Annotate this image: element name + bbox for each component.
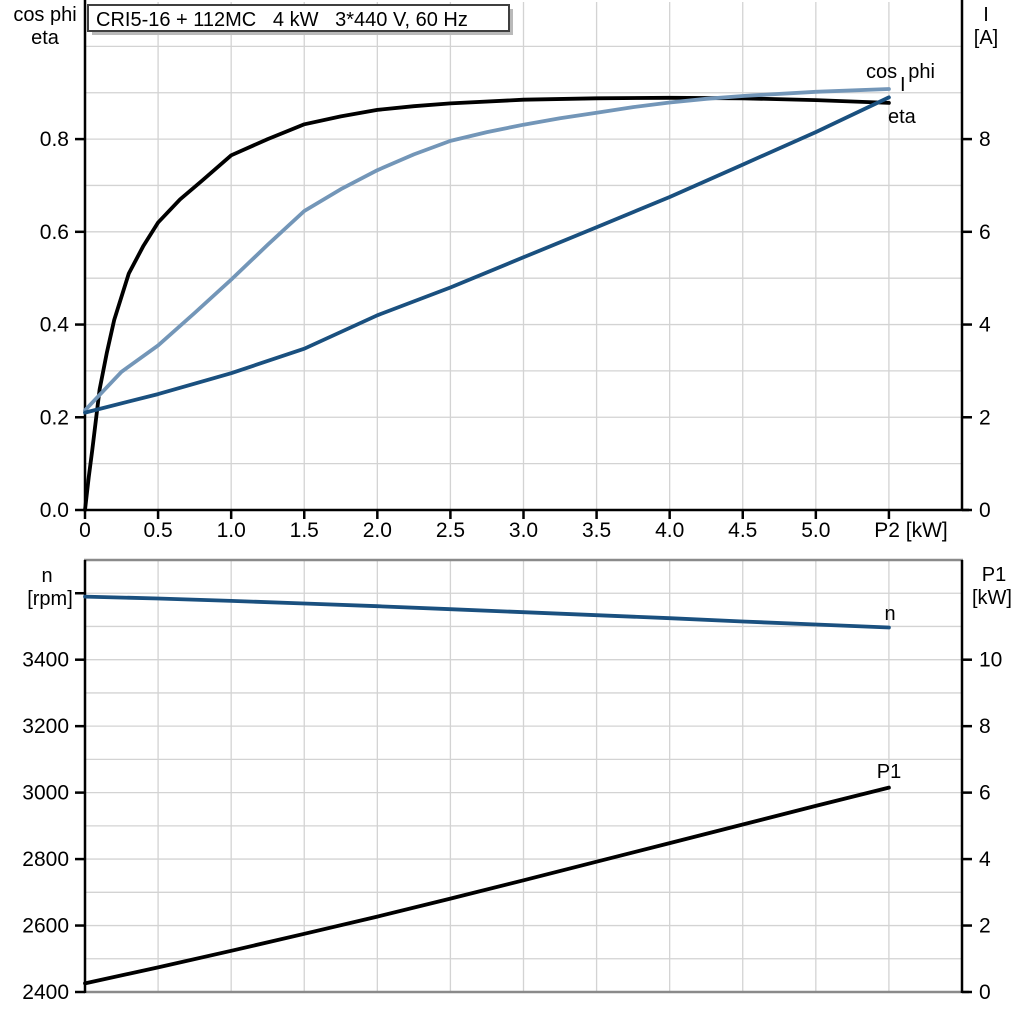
top-right-axis-label-line2: [A]: [974, 27, 998, 49]
left-tick-label: 3400: [22, 649, 69, 672]
right-tick-label: 4: [979, 848, 991, 871]
top-axes: [75, 0, 972, 519]
curve-I: [83, 95, 891, 415]
right-tick-label: 10: [979, 649, 1002, 672]
right-tick-label: 6: [979, 782, 991, 805]
right-tick-label: 2: [979, 915, 991, 938]
right-tick-label: 2: [979, 406, 991, 429]
chart-title: CRI5-16 + 112MC 4 kW 3*440 V, 60 Hz: [96, 9, 468, 31]
x-axis-title: P2 [kW]: [874, 519, 948, 542]
left-tick-label: 0.6: [40, 221, 69, 244]
top-left-axis-label-line2: eta: [31, 27, 60, 49]
left-tick-label: 0.0: [40, 499, 69, 522]
curve-eta: [83, 95, 891, 512]
right-tick-label: 8: [979, 128, 991, 151]
curve-label-I: I: [900, 74, 906, 96]
left-tick-label: 3000: [22, 782, 69, 805]
left-tick-label: 2600: [22, 915, 69, 938]
top-gridlines: [85, 2, 962, 510]
title-box-frame: [87, 4, 510, 32]
x-tick-label: 5.0: [801, 519, 830, 542]
x-tick-label: 4.5: [728, 519, 757, 542]
bottom-axes: [75, 558, 972, 994]
bottom-gridlines: [85, 560, 962, 992]
right-tick-label: 0: [979, 499, 991, 522]
x-tick-label: 1.5: [290, 519, 319, 542]
x-tick-label: 3.0: [509, 519, 538, 542]
left-tick-label: 2800: [22, 848, 69, 871]
curve-label-n: n: [884, 603, 895, 625]
bottom-left-axis-label-line1: n: [41, 565, 52, 587]
x-tick-label: 0: [79, 519, 91, 542]
left-tick-label: 2400: [22, 981, 69, 1004]
left-tick-label: 0.8: [40, 128, 69, 151]
right-tick-label: 0: [979, 981, 991, 1004]
right-tick-label: 8: [979, 715, 991, 738]
x-tick-label: 4.0: [655, 519, 684, 542]
left-tick-label: 3200: [22, 715, 69, 738]
bottom-curves: P1 n: [83, 594, 901, 986]
bottom-right-axis-label-line1: P1: [982, 564, 1006, 586]
curve-label-cos phi: cos phi: [866, 61, 935, 83]
x-tick-label: 1.0: [217, 519, 246, 542]
x-tick-label: 3.5: [582, 519, 611, 542]
curve-label-eta: eta: [888, 106, 917, 128]
top-left-axis-label-line1: cos phi: [13, 4, 76, 26]
x-tick-label: 0.5: [143, 519, 172, 542]
curve-label-P1: P1: [877, 761, 901, 783]
left-tick-label: 0.4: [40, 314, 70, 337]
curve-P1: [83, 785, 891, 986]
top-right-axis-label-line1: I: [983, 4, 989, 26]
bottom-left-axis-label-line2: [rpm]: [27, 588, 73, 610]
bottom-chart: P1 n 2400 2600 2800 3000 3200 3400 0 2 4 6 8 10 n [r…: [22, 558, 1012, 1004]
curve-n: [83, 594, 891, 630]
right-tick-label: 6: [979, 221, 991, 244]
curve-cos phi: [83, 87, 891, 413]
title-box: CRI5-16 + 112MC 4 kW 3*440 V, 60 Hz: [87, 4, 513, 35]
top-tick-labels: 0.0 0.2 0.4 0.6 0.8 0 2 4 6 8 0 0.5 1.0 1.5 2.0 2.5 3.0 3…: [40, 128, 991, 542]
right-tick-label: 4: [979, 314, 991, 337]
x-tick-label: 2.5: [436, 519, 465, 542]
bottom-tick-labels: 2400 2600 2800 3000 3200 3400 0 2 4 6 8 10: [22, 649, 1002, 1004]
bottom-right-axis-label-line2: [kW]: [972, 587, 1012, 609]
x-tick-label: 2.0: [363, 519, 392, 542]
left-tick-label: 0.2: [40, 406, 69, 429]
